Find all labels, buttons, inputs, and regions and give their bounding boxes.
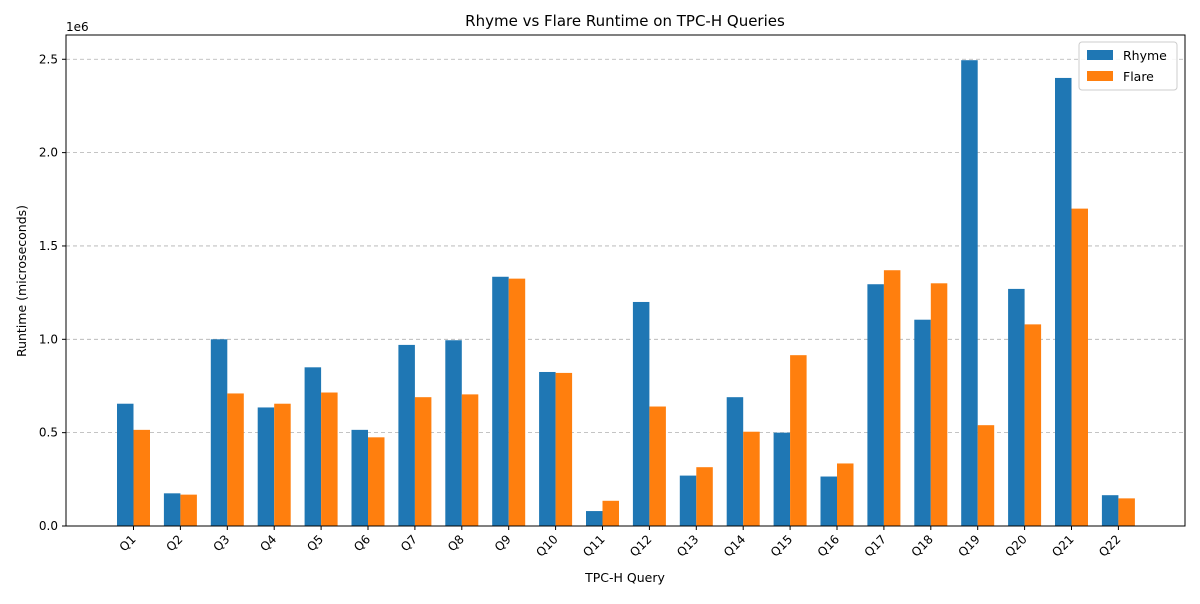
bar-rhyme-q2 [163,493,181,526]
bar-rhyme-q22 [1101,495,1119,526]
bar-flare-q22 [1118,498,1135,526]
x-tick-label: Q2 [164,532,186,554]
x-tick-label: Q16 [815,532,842,559]
x-tick-label: Q14 [721,532,748,559]
x-tick-label: Q17 [862,532,889,559]
bar-rhyme-q7 [398,344,415,526]
bar-flare-q15 [790,355,807,526]
bar-flare-q12 [649,406,666,526]
bar-rhyme-q5 [304,367,322,526]
x-tick-label: Q22 [1096,532,1123,559]
bar-flare-q5 [321,392,338,526]
bar-rhyme-q11 [586,511,603,526]
bar-flare-q4 [274,403,291,526]
bar-rhyme-q3 [210,339,228,526]
chart-title: Rhyme vs Flare Runtime on TPC-H Queries [465,12,785,30]
bar-flare-q2 [180,494,197,526]
x-tick-label: Q18 [909,532,936,559]
x-tick-label: Q13 [674,532,701,559]
x-tick-label: Q9 [492,532,514,554]
bar-rhyme-q17 [867,284,884,526]
bar-flare-q1 [133,429,150,526]
bar-flare-q21 [1071,208,1088,526]
y-tick-label: 2.0 [39,146,58,160]
bar-rhyme-q13 [679,475,697,526]
legend-label-rhyme: Rhyme [1123,48,1167,63]
bar-rhyme-q6 [351,429,368,526]
x-tick-label: Q5 [304,532,326,554]
bar-rhyme-q16 [820,476,837,526]
y-tick-label: 1.0 [39,332,58,346]
y-tick-label: 1.5 [39,239,58,253]
bar-flare-q6 [368,437,385,526]
legend-swatch-rhyme [1087,50,1113,60]
bar-rhyme-q21 [1055,77,1072,527]
y-axis-title: Runtime (microseconds) [14,205,29,357]
x-tick-label: Q12 [627,532,654,559]
x-tick-label: Q4 [257,532,279,554]
bar-flare-q17 [883,270,901,526]
bar-flare-q3 [227,393,244,526]
bar-rhyme-q1 [117,403,134,526]
bar-rhyme-q9 [492,276,509,526]
bars-layer [117,60,1135,527]
x-tick-label: Q20 [1002,532,1029,559]
x-tick-label: Q6 [351,532,373,554]
bar-flare-q14 [743,431,760,526]
bar-rhyme-q12 [632,301,650,526]
bar-flare-q13 [696,467,713,526]
x-tick-label: Q11 [580,532,607,559]
bar-flare-q7 [414,397,432,526]
x-tick-label: Q1 [117,532,139,554]
bar-flare-q18 [930,283,948,526]
y-tick-label: 2.5 [39,52,58,66]
bar-flare-q19 [977,425,995,526]
bar-flare-q10 [555,372,573,526]
bar-flare-q9 [508,278,526,526]
bar-rhyme-q15 [773,432,791,526]
bar-flare-q11 [602,500,619,526]
x-tick-label: Q3 [210,532,232,554]
legend: Rhyme Flare [1078,41,1178,91]
bar-flare-q8 [461,394,479,526]
x-tick-label: Q21 [1049,532,1076,559]
y-tick-label: 0.5 [39,426,58,440]
x-tick-label: Q7 [398,532,420,554]
x-tick-label: Q19 [955,532,982,559]
legend-swatch-flare [1087,71,1113,81]
bar-rhyme-q14 [726,397,744,526]
y-scale-label: 1e6 [66,20,89,34]
x-axis-title: TPC-H Query [584,570,665,585]
bar-rhyme-q19 [961,60,978,526]
x-tick-label: Q15 [768,532,795,559]
bar-rhyme-q20 [1008,288,1025,526]
x-tick-label: Q8 [445,532,467,554]
bar-rhyme-q8 [445,340,462,526]
bar-flare-q16 [837,463,854,526]
x-tick-label: Q10 [533,532,560,559]
y-tick-label: 0.0 [39,519,58,533]
bar-rhyme-q10 [539,371,556,526]
bar-rhyme-q18 [914,319,931,526]
bar-rhyme-q4 [257,407,275,526]
bar-flare-q20 [1024,324,1042,526]
plot-frame [65,34,1186,527]
legend-label-flare: Flare [1123,69,1154,84]
